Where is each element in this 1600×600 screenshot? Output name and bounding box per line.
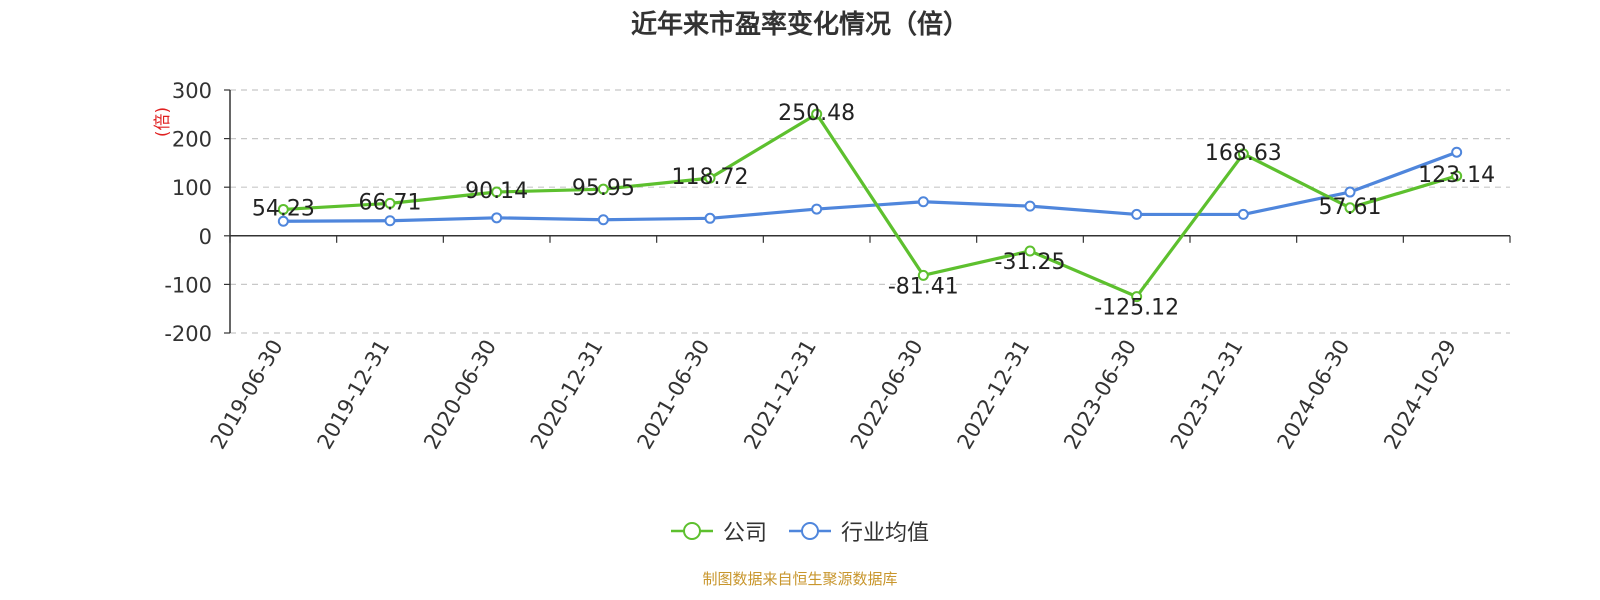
x-tick-label: 2024-06-30 (1273, 336, 1355, 454)
data-point-industry-average (277, 215, 289, 227)
data-point-company (704, 172, 716, 184)
x-tick-label: 2022-12-31 (953, 336, 1035, 454)
grid-lines (230, 89, 1510, 334)
legend: 公司 行业均值 (0, 515, 1600, 547)
x-tick-label: 2021-12-31 (739, 336, 821, 454)
data-label: 57.61 (1319, 195, 1382, 220)
data-label: 90.14 (465, 179, 528, 204)
data-point-company (384, 197, 396, 209)
legend-item-company[interactable]: 公司 (670, 515, 767, 547)
data-label: -31.25 (995, 250, 1066, 275)
axes: -200 -100 0 100 200 300 2019-06-30 2019-12-31 20… (164, 79, 1511, 454)
data-point-industry-average (1024, 200, 1036, 212)
data-point-industry-average (1131, 208, 1143, 220)
y-axis-label: (倍) (153, 107, 173, 137)
data-label: 250.48 (778, 101, 855, 126)
legend-item-industry-average[interactable]: 行业均值 (789, 515, 929, 547)
data-point-industry-average (917, 196, 929, 208)
data-label: 54.23 (252, 196, 315, 221)
x-tick-label: 2020-12-31 (526, 336, 608, 454)
data-point-industry-average (597, 214, 609, 226)
data-point-company (1237, 148, 1249, 160)
data-point-company (597, 183, 609, 195)
y-tick-label: 300 (172, 79, 212, 103)
y-tick-label: 200 (172, 128, 212, 152)
data-point-company (277, 203, 289, 215)
chart-title: 近年来市盈率变化情况（倍） (630, 10, 969, 40)
legend-industry-line-icon (789, 522, 831, 540)
data-labels: 54.23 66.71 90.14 95.95 118.72 250.48 -81.41 -3… (252, 101, 1495, 321)
x-tick-label: 2022-06-30 (846, 335, 928, 453)
data-label: 168.63 (1205, 141, 1282, 166)
data-label: 95.95 (572, 176, 635, 201)
data-point-company (491, 186, 503, 198)
data-label: 66.71 (359, 190, 422, 215)
source-footer: 制图数据来自恒生聚源数据库 (702, 570, 898, 588)
y-tick-label: 100 (172, 176, 212, 200)
data-point-company (917, 269, 929, 281)
data-point-industry-average (811, 203, 823, 215)
data-point-company (1024, 245, 1036, 257)
legend-company-line-icon (670, 522, 713, 540)
data-point-industry-average (491, 212, 503, 224)
series-line-company (283, 112, 1458, 299)
y-tick-label: -200 (164, 322, 212, 346)
data-point-company (1344, 202, 1356, 214)
x-tick-label: 2019-06-30 (206, 336, 288, 454)
data-point-company (811, 108, 823, 120)
y-tick-label: 0 (199, 225, 212, 249)
data-point-company (1451, 170, 1463, 182)
x-tick-label: 2020-06-30 (419, 335, 501, 453)
legend-company-label: 公司 (722, 521, 767, 546)
data-point-industry-average (1237, 208, 1249, 220)
legend-industry-label: 行业均值 (841, 521, 930, 546)
data-label: -81.41 (888, 274, 959, 299)
x-tick-label: 2021-06-30 (633, 336, 715, 454)
y-tick-label: -100 (164, 273, 212, 297)
x-tick-label: 2023-12-31 (1166, 336, 1248, 454)
data-label: 118.72 (672, 165, 749, 190)
data-point-industry-average (1344, 186, 1356, 198)
series-lines (277, 108, 1463, 303)
series-line-industry-average (283, 150, 1458, 223)
x-tick-label: 2019-12-31 (313, 336, 395, 454)
x-tick-label: 2023-06-30 (1059, 336, 1141, 454)
x-tick-label: 2024-10-29 (1379, 336, 1461, 454)
data-point-industry-average (1451, 146, 1463, 158)
data-point-company (1131, 291, 1143, 303)
data-point-industry-average (384, 215, 396, 227)
data-label: -125.12 (1094, 296, 1179, 321)
data-label: 123.14 (1418, 163, 1495, 188)
data-point-industry-average (704, 212, 716, 224)
